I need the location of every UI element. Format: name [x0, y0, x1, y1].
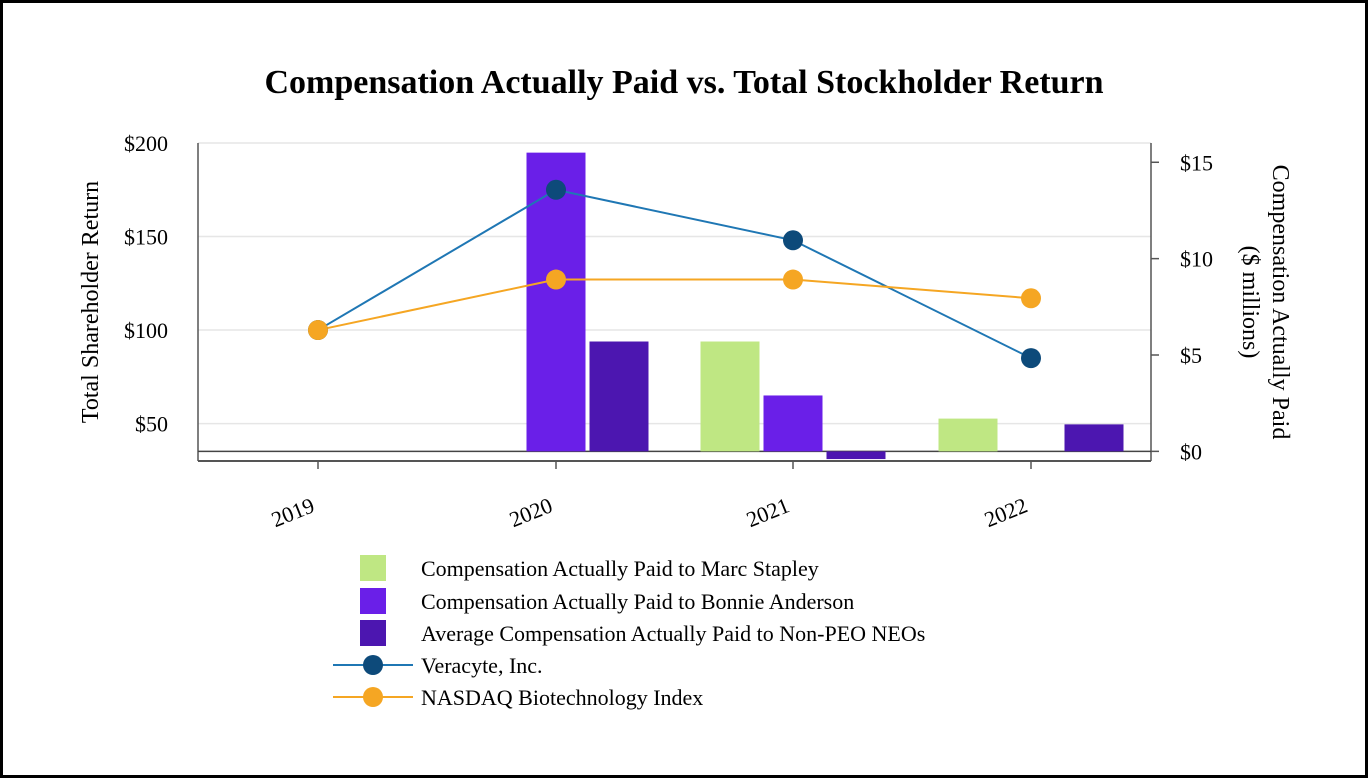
bar-3 — [1064, 424, 1124, 452]
line-1-marker — [546, 179, 566, 200]
line-series-2 — [317, 278, 1032, 332]
right-tick-label: $10 — [1180, 247, 1213, 272]
left-axis-title: Total Shareholder Return — [78, 181, 104, 423]
left-tick-label: $200 — [124, 131, 168, 156]
legend-swatch — [360, 620, 386, 646]
left-tick-label: $150 — [124, 225, 168, 250]
x-tick-label: 2020 — [506, 492, 556, 532]
bar-2 — [763, 395, 823, 452]
legend-marker — [363, 687, 383, 707]
line-series-1 — [317, 188, 1032, 360]
bar-3 — [826, 451, 886, 460]
right-tick-label: $5 — [1180, 343, 1202, 368]
legend-label: Average Compensation Actually Paid to No… — [421, 621, 925, 646]
bar-1 — [700, 341, 760, 452]
legend-swatch — [360, 588, 386, 614]
right-tick-label: $0 — [1180, 439, 1202, 464]
chart-title: Compensation Actually Paid vs. Total Sto… — [264, 64, 1103, 101]
x-tick-label: 2021 — [743, 492, 793, 532]
line-2-marker — [783, 269, 803, 290]
right-tick-label: $15 — [1180, 150, 1213, 175]
right-axis-title-line2: ($ millions) — [1237, 246, 1263, 359]
legend-marker — [363, 655, 383, 675]
line-2-marker — [546, 269, 566, 290]
left-tick-label: $50 — [135, 412, 168, 437]
line-1-marker — [783, 230, 803, 251]
legend-label: Compensation Actually Paid to Bonnie And… — [421, 589, 854, 614]
line-2-marker — [1021, 288, 1041, 309]
legend-label: Veracyte, Inc. — [421, 653, 543, 678]
bar-1 — [938, 418, 998, 452]
chart: Compensation Actually Paid vs. Total Sto… — [78, 64, 1293, 710]
left-tick-label: $100 — [124, 318, 168, 343]
legend-label: NASDAQ Biotechnology Index — [421, 685, 703, 710]
right-axis-title-line1: Compensation Actually Paid — [1267, 165, 1293, 440]
line-1-marker — [1021, 348, 1041, 369]
x-tick-label: 2022 — [981, 492, 1031, 532]
x-tick-label: 2019 — [268, 492, 318, 532]
legend-label: Compensation Actually Paid to Marc Stapl… — [421, 556, 819, 581]
bar-3 — [589, 341, 649, 452]
line-2-marker — [308, 320, 328, 341]
legend-swatch — [360, 555, 386, 581]
